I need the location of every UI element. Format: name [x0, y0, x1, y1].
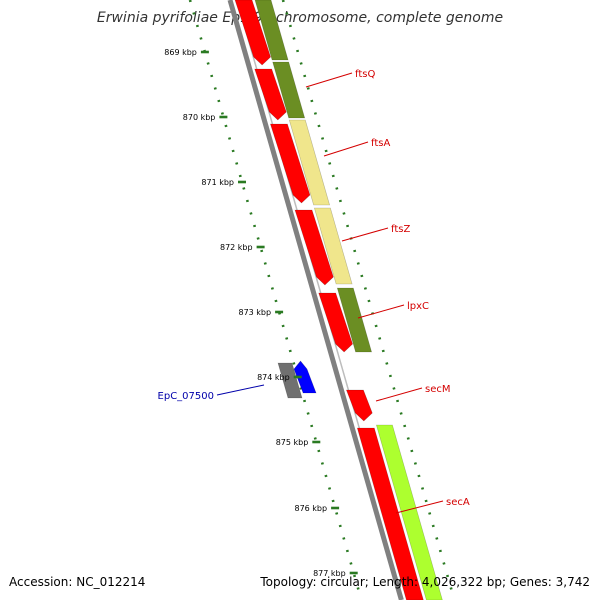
gene-feature: [336, 287, 372, 353]
ruler-label: 873 kbp: [238, 308, 271, 317]
genome-summary: Topology: circular; Length: 4,026,322 bp…: [260, 575, 590, 589]
gray-feature: [277, 362, 303, 399]
cds-feature: [269, 123, 311, 204]
gene-label-line: [357, 304, 405, 319]
gene-label-line: [395, 500, 444, 514]
gene-label-line: [375, 387, 423, 402]
gene-label-line: [323, 141, 369, 157]
blue-feature: [293, 360, 317, 394]
gene-feature: [288, 119, 330, 206]
cds-feature: [234, 0, 271, 66]
ruler-label: 877 kbp: [313, 569, 346, 578]
ruler-label: 869 kbp: [164, 48, 197, 57]
feature-dotted-line: [281, 0, 456, 600]
gene-label-line: [305, 72, 353, 88]
gene-feature: [254, 0, 289, 61]
gene-label: ftsZ: [391, 224, 410, 235]
cds-feature: [318, 292, 353, 353]
ruler-label: 871 kbp: [201, 178, 234, 187]
ruler-dotted-line: [188, 0, 363, 600]
map-title: Erwinia pyrifoliae Ep1/96 chromosome, co…: [96, 10, 504, 26]
genome-backbone: [227, 0, 404, 600]
gene-label: ftsA: [371, 138, 390, 149]
ruler-label: 870 kbp: [183, 113, 216, 122]
ruler-label: 874 kbp: [257, 373, 290, 382]
cds-feature: [356, 427, 424, 600]
cds-feature: [294, 209, 334, 286]
ruler-label: 872 kbp: [220, 243, 253, 252]
gene-label: ftsQ: [355, 69, 375, 80]
gene-label: secM: [425, 384, 451, 395]
cds-feature: [345, 389, 373, 422]
ruler-label: 875 kbp: [276, 438, 309, 447]
ruler-label: 876 kbp: [294, 504, 327, 513]
gene-label: secA: [446, 497, 470, 508]
gene-label: lpxC: [407, 301, 429, 312]
accession-label: Accession: NC_012214: [9, 575, 146, 589]
gene-feature: [314, 207, 353, 285]
gene-label-line: [216, 384, 265, 396]
cds-feature: [254, 68, 287, 121]
gene-feature: [376, 424, 443, 600]
gene-label-line: [341, 227, 389, 242]
gene-feature: [272, 61, 306, 119]
gene-label: EpC_07500: [158, 391, 214, 402]
